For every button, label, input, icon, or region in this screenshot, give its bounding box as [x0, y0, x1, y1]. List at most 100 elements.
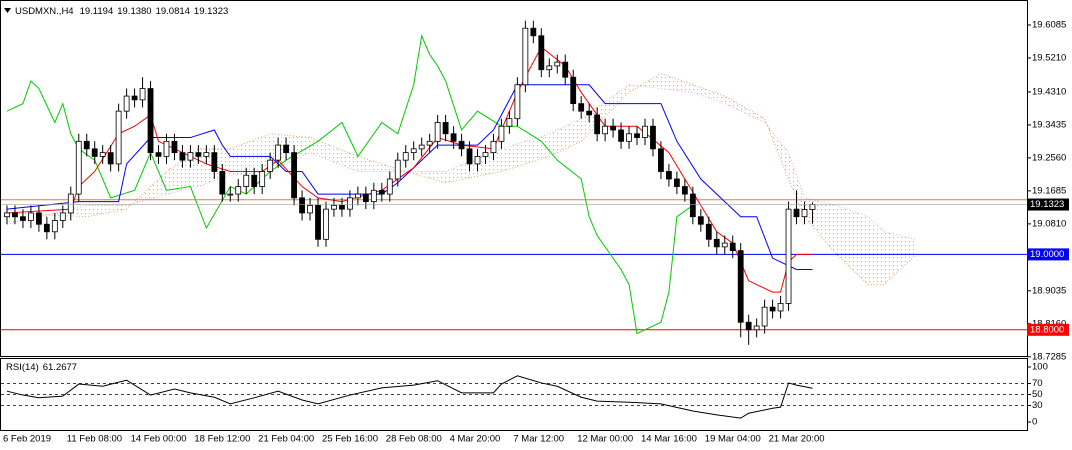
candle-body	[697, 216, 704, 225]
candle-body	[51, 220, 58, 233]
candle-body	[562, 61, 569, 78]
candle-body	[243, 174, 250, 187]
candle-body	[339, 204, 345, 210]
candle-body	[618, 129, 624, 142]
x-tick-label: 25 Feb 16:00	[322, 434, 378, 445]
candle-body	[259, 171, 266, 187]
candle-body	[386, 178, 393, 195]
level-label: 19.0000	[1030, 249, 1064, 260]
candle-body	[634, 133, 640, 138]
candle-body	[705, 223, 712, 240]
candle-body	[195, 152, 202, 157]
candle-body	[418, 144, 425, 150]
candle-body	[179, 152, 186, 161]
candle-body	[650, 125, 656, 150]
candle-body	[91, 148, 98, 157]
candle-body	[769, 306, 776, 312]
ohlc-high: 19.1380	[117, 6, 151, 17]
level-label: 18.8000	[1030, 324, 1064, 335]
x-tick-label: 21 Mar 20:00	[769, 434, 825, 445]
candle-body	[251, 174, 258, 187]
candle-body	[115, 110, 122, 165]
candle-body	[323, 208, 329, 240]
candle-body	[211, 152, 218, 172]
y-tick-label: 18.8160	[1032, 318, 1066, 329]
candle-body	[139, 88, 146, 101]
candle-body	[666, 171, 672, 180]
x-tick-label: 21 Feb 04:00	[258, 434, 314, 445]
candle-body	[219, 171, 226, 195]
candle-body	[642, 125, 648, 138]
candle-body	[594, 114, 601, 135]
symbol: USDMXN.,H4	[15, 6, 74, 17]
candle-body	[331, 204, 337, 210]
candle-body	[474, 155, 481, 165]
candle-body	[434, 122, 441, 142]
candle-body	[163, 140, 170, 157]
candle-body	[227, 193, 234, 196]
candle-body	[347, 197, 353, 210]
x-tick-label: 18 Feb 12:00	[194, 434, 250, 445]
y-tick-label: 18.9035	[1032, 285, 1066, 296]
candle-body	[75, 140, 82, 195]
rsi-tick-label: 70	[1032, 378, 1043, 389]
candle-body	[20, 216, 26, 221]
header-arrow	[4, 8, 11, 13]
candle-body	[378, 189, 385, 195]
rsi-tick-label: 100	[1032, 361, 1048, 372]
candle-body	[626, 133, 632, 142]
candle-body	[267, 159, 274, 172]
candle-body	[131, 95, 138, 101]
x-tick-label: 4 Mar 20:00	[450, 434, 501, 445]
x-tick-label: 19 Mar 04:00	[705, 434, 761, 445]
cloud	[6, 73, 917, 285]
candle-body	[67, 193, 74, 214]
rsi-tick-label: 50	[1032, 389, 1043, 400]
candle-body	[458, 140, 465, 150]
candle-body	[745, 321, 752, 331]
candle-body	[737, 250, 744, 323]
candle-body	[28, 212, 34, 221]
candle-body	[370, 189, 377, 203]
candle-body	[203, 152, 210, 157]
axes: 19.6085 19.5210 19.4310 19.3435 19.2560 19.16…	[3, 20, 1069, 445]
candle-body	[59, 212, 66, 221]
x-tick-label: 28 Feb 08:00	[386, 434, 442, 445]
candle-body	[538, 35, 545, 71]
rsi-last-value: 61.2677	[43, 362, 77, 373]
candle-body	[450, 133, 457, 142]
candle-body	[315, 204, 321, 240]
candle-body	[530, 27, 537, 37]
candle-body	[410, 148, 417, 154]
candle-body	[681, 186, 688, 195]
candle-body	[522, 27, 529, 86]
candle-body	[299, 197, 305, 214]
candle-body	[586, 110, 593, 116]
price-label: 19.1323	[1030, 199, 1064, 210]
ohlc-open: 19.1194	[80, 6, 114, 17]
x-tick-label: 14 Feb 00:00	[131, 434, 187, 445]
level-label-box	[1027, 248, 1069, 261]
rsi-header: RSI(14) 61.2677	[6, 362, 77, 373]
candle-body	[442, 122, 449, 135]
candle-body	[514, 84, 521, 120]
candle-body	[354, 193, 361, 199]
candle-body	[291, 152, 297, 199]
candle-body	[777, 303, 784, 312]
candle-body	[466, 148, 473, 165]
rsi-tick-label: 30	[1032, 400, 1043, 411]
candle-body	[283, 144, 290, 154]
x-tick-label: 6 Feb 2019	[3, 434, 51, 445]
candle-body	[4, 212, 10, 218]
rsi-line	[6, 375, 813, 419]
candle-body	[761, 306, 768, 327]
candle-body	[785, 208, 792, 304]
candle-body	[394, 159, 401, 180]
candle-body	[506, 118, 513, 127]
y-tick-label: 19.2560	[1032, 152, 1066, 163]
candle-body	[801, 208, 808, 218]
candle-body	[610, 125, 616, 131]
candle-body	[99, 152, 106, 157]
